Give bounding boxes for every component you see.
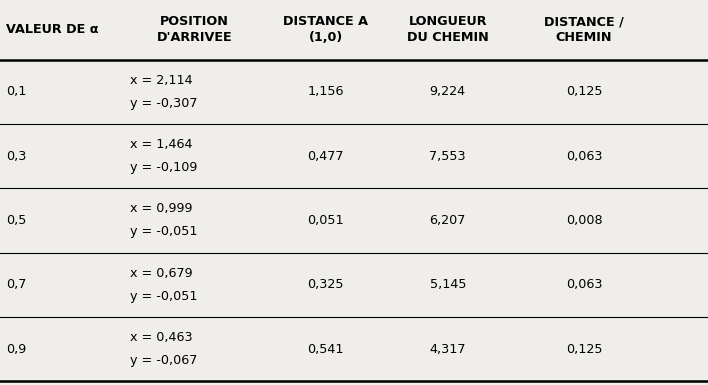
Text: DISTANCE /
CHEMIN: DISTANCE / CHEMIN [544,15,624,44]
Text: x = 0,679: x = 0,679 [130,267,192,280]
Text: 0,477: 0,477 [307,150,344,162]
Text: 0,541: 0,541 [307,343,344,355]
Text: 0,125: 0,125 [566,85,603,98]
Text: y = -0,067: y = -0,067 [130,354,197,367]
Text: 7,553: 7,553 [430,150,466,162]
Text: x = 2,114: x = 2,114 [130,74,192,87]
Text: y = -0,109: y = -0,109 [130,161,197,174]
Text: 0,125: 0,125 [566,343,603,355]
Text: 0,3: 0,3 [6,150,26,162]
Text: x = 1,464: x = 1,464 [130,138,192,151]
Text: y = -0,051: y = -0,051 [130,290,197,303]
Text: 6,207: 6,207 [430,214,466,227]
Text: 0,063: 0,063 [566,278,603,291]
Text: VALEUR DE α: VALEUR DE α [6,23,98,36]
Text: POSITION
D'ARRIVEE: POSITION D'ARRIVEE [157,15,232,44]
Text: 9,224: 9,224 [430,85,466,98]
Text: x = 0,999: x = 0,999 [130,203,192,215]
Text: 0,008: 0,008 [566,214,603,227]
Text: LONGUEUR
DU CHEMIN: LONGUEUR DU CHEMIN [407,15,489,44]
Text: 0,063: 0,063 [566,150,603,162]
Text: y = -0,307: y = -0,307 [130,97,197,110]
Text: 0,051: 0,051 [307,214,344,227]
Text: 5,145: 5,145 [430,278,466,291]
Text: 1,156: 1,156 [307,85,344,98]
Text: 0,1: 0,1 [6,85,26,98]
Text: 4,317: 4,317 [430,343,466,355]
Text: y = -0,051: y = -0,051 [130,226,197,238]
Text: 0,325: 0,325 [307,278,344,291]
Text: 0,5: 0,5 [6,214,26,227]
Text: x = 0,463: x = 0,463 [130,331,192,344]
Text: 0,9: 0,9 [6,343,26,355]
Text: 0,7: 0,7 [6,278,26,291]
Text: DISTANCE A
(1,0): DISTANCE A (1,0) [283,15,368,44]
